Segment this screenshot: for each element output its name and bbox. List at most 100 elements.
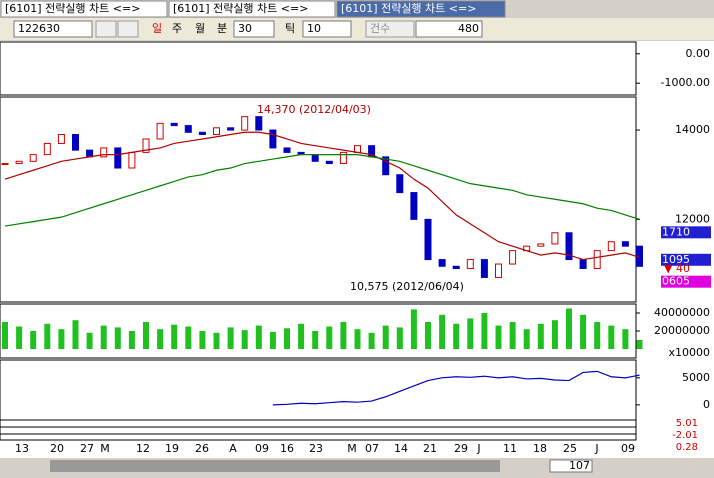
x-tick-label: 19 — [165, 442, 179, 455]
candle — [269, 129, 277, 149]
volume-bar — [467, 318, 474, 349]
x-tick-label: 20 — [50, 442, 64, 455]
volume-bar — [199, 331, 206, 349]
volume-bar — [312, 331, 319, 349]
volume-bar — [44, 323, 51, 349]
volume-bar — [72, 320, 79, 349]
volume-bar — [114, 327, 121, 349]
candle — [72, 134, 79, 151]
volume-bar — [241, 330, 248, 349]
candle — [1, 163, 9, 166]
scroll-overview[interactable] — [50, 460, 500, 472]
x-tick-label: A — [229, 442, 237, 455]
candle — [495, 263, 502, 278]
x-tick-label: 07 — [365, 442, 379, 455]
x-tick-label: M — [100, 442, 110, 455]
candle — [57, 134, 65, 144]
candle — [29, 154, 37, 162]
candle — [424, 218, 432, 261]
tab-label: [6101] 전략실행 차트 <=> — [341, 2, 476, 15]
x-tick-label: J — [476, 442, 480, 455]
x-tick-label: 27 — [80, 442, 94, 455]
volume-bar — [298, 323, 305, 349]
price-label: 11095 — [655, 253, 690, 266]
period-day[interactable]: 일 — [152, 21, 162, 35]
x-tick-label: 26 — [195, 442, 209, 455]
ma-line — [4, 131, 640, 261]
volume-bar — [368, 332, 375, 349]
candle — [198, 131, 206, 136]
period-minute[interactable]: 분 — [217, 22, 227, 35]
tab-active[interactable] — [336, 0, 506, 18]
candle — [255, 116, 263, 131]
volume-bar — [128, 331, 135, 349]
x-tick-label: 21 — [423, 442, 437, 455]
scroll-input[interactable] — [549, 459, 593, 473]
volume-bar — [58, 329, 65, 349]
tab[interactable] — [0, 0, 168, 18]
volume-bar — [16, 326, 23, 349]
candle — [593, 250, 601, 270]
x-tick-label: J — [594, 442, 598, 455]
volume-bar — [636, 340, 643, 349]
volume-bar — [171, 324, 178, 349]
period-month[interactable]: 월 — [195, 22, 205, 35]
volume-bar — [86, 332, 93, 349]
candle — [283, 147, 291, 153]
panel-frame — [0, 433, 637, 441]
candle — [537, 243, 545, 247]
period-week[interactable]: 주 — [172, 22, 182, 35]
date-axis — [0, 440, 714, 458]
search-button[interactable] — [95, 20, 117, 38]
volume-bar — [269, 331, 276, 349]
candle — [565, 232, 573, 261]
candle — [325, 160, 333, 165]
volume-bar — [439, 314, 446, 349]
volume-bar — [481, 313, 488, 349]
count-select[interactable] — [365, 20, 415, 38]
y-tick-label: 40000000 — [654, 306, 710, 319]
candle — [509, 250, 517, 265]
x-tick-label: 14 — [394, 442, 408, 455]
volume-bar — [284, 328, 290, 349]
candle — [128, 151, 136, 169]
price-box — [661, 253, 711, 266]
volume-bar — [157, 329, 164, 349]
volume-bar — [608, 325, 615, 349]
candle — [551, 232, 559, 245]
ma-line — [4, 154, 640, 227]
tab-label: [6101] 전략실행 차트 <=> — [5, 2, 140, 15]
volume-bar — [509, 322, 516, 349]
price-box — [661, 226, 711, 239]
candle — [100, 147, 108, 158]
candle — [227, 127, 235, 131]
candle — [156, 122, 164, 140]
volume-bar — [143, 322, 149, 349]
tab[interactable] — [168, 0, 336, 18]
volume-bar — [100, 325, 107, 349]
count-input[interactable] — [415, 20, 483, 38]
code: 122630 — [18, 22, 60, 35]
minute-select[interactable] — [233, 20, 275, 38]
price-label: 10605 — [655, 275, 690, 288]
volume-bar — [227, 327, 234, 349]
code-input[interactable] — [13, 20, 93, 38]
candle — [452, 265, 460, 270]
volume-bar — [213, 332, 220, 349]
volume-bar — [326, 326, 333, 349]
candle — [15, 160, 23, 165]
x-tick-label: 09 — [621, 442, 635, 455]
tick-select[interactable] — [302, 20, 352, 38]
clear-button[interactable] — [117, 20, 139, 38]
y-tick-label: 0.00 — [686, 47, 711, 60]
oscillator-line — [272, 370, 640, 406]
volume-bar — [453, 323, 460, 349]
x-tick-label: 18 — [533, 442, 547, 455]
candle — [86, 149, 94, 158]
toolbar — [0, 18, 714, 40]
candle — [142, 138, 150, 153]
scroll-value: 107 — [569, 459, 590, 472]
tick-label[interactable]: 틱 — [285, 22, 295, 35]
price-box — [661, 275, 711, 288]
